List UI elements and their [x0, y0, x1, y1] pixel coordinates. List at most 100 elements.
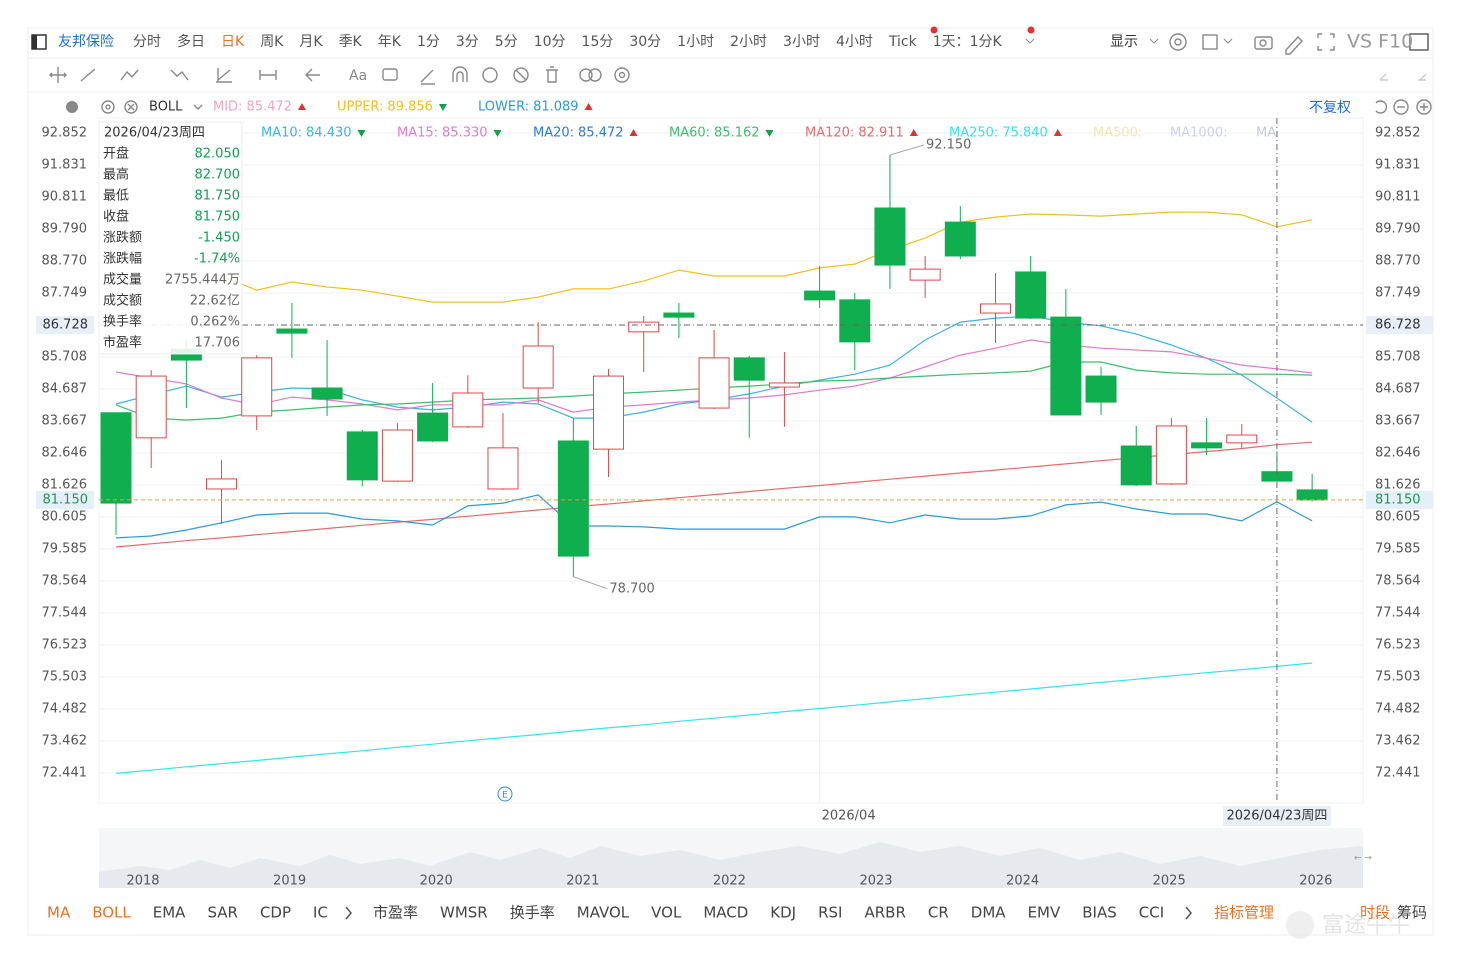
manage-tab[interactable]: 指标管理	[1214, 904, 1274, 922]
settings-icon[interactable]	[614, 67, 630, 83]
pen-icon[interactable]	[1285, 35, 1303, 55]
y-tick-label: 78.564	[42, 574, 88, 589]
period-tab[interactable]: 日K	[221, 34, 245, 50]
indicator-tab[interactable]: 换手率	[510, 904, 555, 922]
redo-icon[interactable]	[1418, 73, 1427, 81]
dropdown-icon[interactable]	[1025, 38, 1233, 44]
indicator-tab[interactable]: SAR	[207, 904, 237, 922]
period-tab[interactable]: 10分	[534, 34, 566, 50]
period-tab[interactable]: 4小时	[836, 34, 873, 50]
polyline-icon[interactable]	[120, 69, 139, 81]
indicator-settings[interactable]	[101, 100, 115, 114]
magnet-icon[interactable]	[452, 66, 468, 82]
text-tool[interactable]: Aa	[349, 68, 367, 84]
annotation-label: 78.700	[609, 581, 655, 596]
indicator-close[interactable]	[124, 100, 138, 114]
indicator-tab[interactable]: BIAS	[1082, 904, 1117, 922]
camera-icon[interactable]	[1254, 36, 1273, 50]
indicator-tab[interactable]: MACD	[703, 904, 748, 922]
period-tab[interactable]: Tick	[888, 34, 918, 50]
tabs-more[interactable]	[345, 906, 1192, 920]
candle-body	[276, 328, 308, 334]
indicator-tab[interactable]: EMA	[153, 904, 186, 922]
sync-icon[interactable]	[482, 67, 498, 83]
y-tick-label: 92.852	[42, 125, 88, 140]
vs-f10[interactable]: VS F10	[1347, 31, 1413, 53]
indicator-tab[interactable]: DMA	[971, 904, 1006, 922]
window-icon[interactable]	[1409, 33, 1429, 51]
indicator-tab[interactable]: 市盈率	[373, 904, 418, 922]
indicator-tab[interactable]: VOL	[651, 904, 682, 922]
collapse-icon[interactable]	[66, 101, 78, 113]
fib-icon[interactable]	[216, 68, 232, 83]
candle-body	[1226, 434, 1258, 444]
period-tab[interactable]: 1小时	[677, 34, 714, 50]
indicator-tab[interactable]: ARBR	[864, 904, 905, 922]
period-tab[interactable]: 15分	[582, 34, 614, 50]
adjust-menu[interactable]: 不复权	[1309, 99, 1351, 116]
indicator-tab[interactable]: MA	[47, 904, 71, 922]
reset-icon[interactable]	[1375, 100, 1388, 114]
indicator-tab[interactable]: BOLL	[92, 904, 131, 922]
indicator-tab[interactable]: CCI	[1139, 904, 1164, 922]
range-icon[interactable]	[259, 70, 277, 80]
indicator-tab[interactable]: IC	[313, 904, 328, 922]
period-tab[interactable]: 5分	[495, 34, 518, 50]
ma-value: 85.330	[442, 126, 488, 141]
indicator-tab[interactable]: MAVOL	[577, 904, 630, 922]
period-tab[interactable]: 月K	[299, 34, 323, 50]
y-tick-label-right: 72.441	[1375, 766, 1421, 781]
period-tab[interactable]: 30分	[629, 34, 661, 50]
mid-label: MID:	[213, 100, 242, 115]
zoom-in[interactable]	[1416, 99, 1432, 115]
lower-label: LOWER:	[478, 100, 529, 115]
y-tick-label-right: 74.482	[1375, 702, 1421, 717]
indicator-name[interactable]: BOLL	[149, 100, 183, 115]
info-label: 开盘	[103, 146, 129, 162]
period-tab[interactable]: 2小时	[730, 34, 767, 50]
dropdown-icon[interactable]	[193, 104, 203, 110]
session-tab[interactable]: 时段	[1360, 904, 1390, 922]
period-tab[interactable]: 年K	[378, 34, 402, 50]
chips-tab[interactable]: 筹码	[1397, 904, 1427, 922]
y-tick-label-right: 75.503	[1375, 670, 1421, 685]
event-marker[interactable]	[497, 786, 513, 802]
indicator-tab[interactable]: CR	[928, 904, 949, 922]
period-tab[interactable]: 3分	[456, 34, 479, 50]
wave-icon[interactable]	[170, 69, 189, 81]
info-value: 81.750	[195, 189, 241, 204]
indicator-tab[interactable]: WMSR	[440, 904, 488, 922]
brush-icon[interactable]	[420, 69, 435, 85]
navigator-year: 2018	[126, 874, 159, 889]
indicator-tab[interactable]: EMV	[1028, 904, 1061, 922]
navigator-handle[interactable]: ← →	[1354, 854, 1372, 864]
period-tab[interactable]: 1分	[417, 34, 440, 50]
fullscreen-icon[interactable]	[1317, 33, 1335, 51]
undo-icon[interactable]	[1379, 73, 1388, 81]
line-icon[interactable]	[80, 68, 96, 82]
zoom-out[interactable]	[1393, 99, 1409, 115]
delete-icon[interactable]	[546, 66, 558, 83]
period-tab[interactable]: 分时	[133, 34, 161, 50]
indicator-tab[interactable]: CDP	[260, 904, 291, 922]
period-tab[interactable]: 多日	[177, 33, 205, 50]
checkbox-icon[interactable]	[1202, 34, 1218, 50]
period-tab[interactable]: 1天：1分K	[933, 34, 1003, 50]
period-tab[interactable]: 季K	[339, 34, 363, 50]
price-box-label: 81.150	[43, 492, 89, 507]
display-menu[interactable]: 显示	[1110, 34, 1138, 50]
note-icon[interactable]	[382, 68, 398, 81]
price-box	[1366, 316, 1433, 335]
settings-icon[interactable]	[1169, 33, 1187, 51]
move-icon[interactable]	[49, 67, 67, 83]
price-box	[36, 316, 94, 335]
link-icon[interactable]	[579, 68, 593, 82]
period-tab[interactable]: 周K	[260, 34, 284, 50]
indicator-line	[115, 494, 1313, 539]
indicator-tab[interactable]: KDJ	[770, 904, 796, 922]
stock-name[interactable]: 友邦保险	[58, 34, 114, 50]
arrow-icon[interactable]	[305, 68, 320, 82]
hide-icon[interactable]	[513, 67, 529, 83]
period-tab[interactable]: 3小时	[783, 34, 820, 50]
indicator-tab[interactable]: RSI	[818, 904, 842, 922]
